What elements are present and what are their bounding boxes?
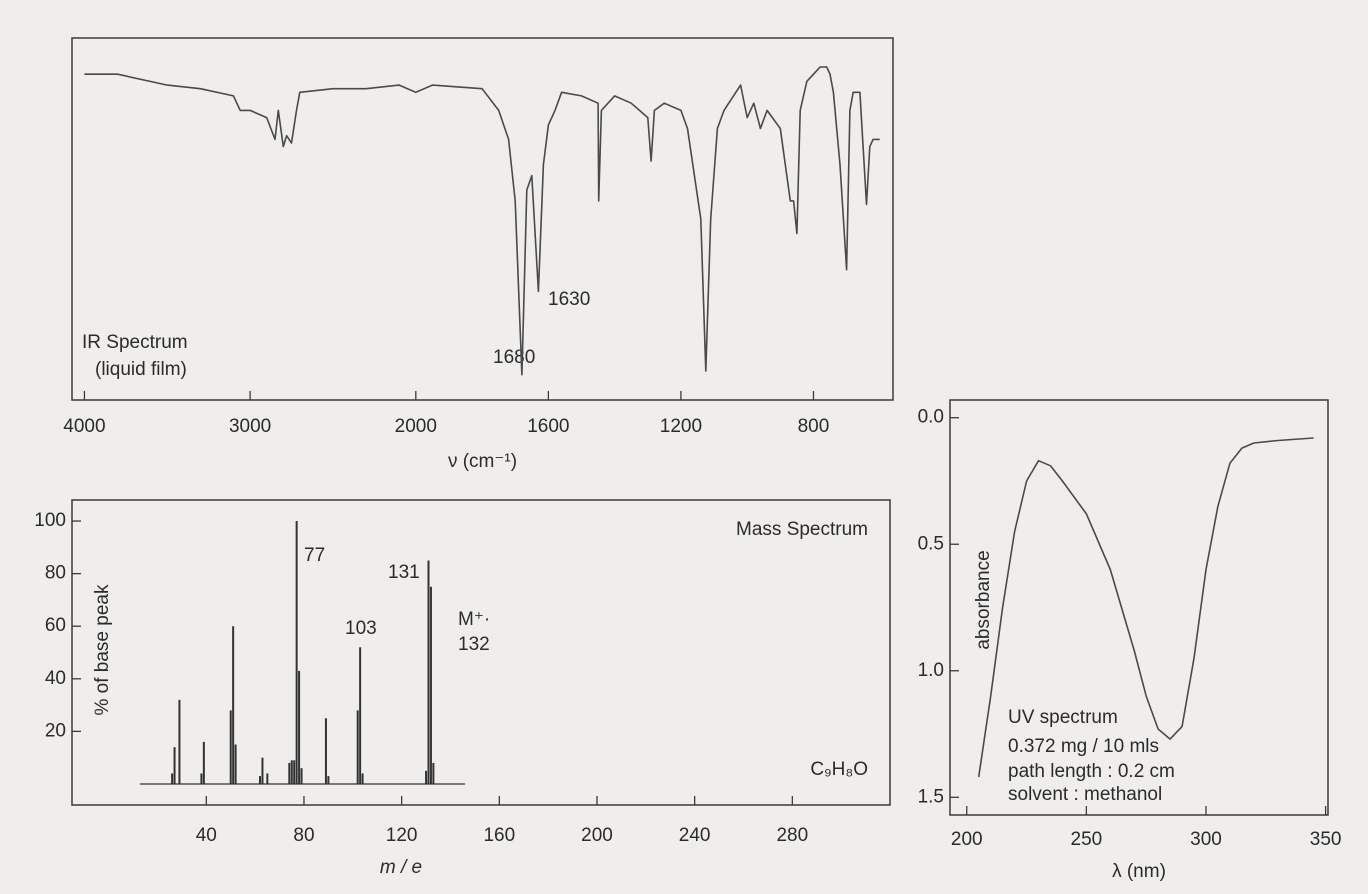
x-axis-label: ν (cm⁻¹) (448, 451, 517, 472)
plot-frame (949, 399, 1329, 816)
annotation: path length : 0.2 cm (1008, 761, 1175, 782)
y-axis-label: absorbance (973, 550, 994, 649)
x-tick-label: 80 (293, 825, 314, 846)
y-tick-label: 0.5 (918, 533, 944, 554)
y-axis-label: % of base peak (92, 584, 113, 715)
y-tick-label: 40 (45, 668, 66, 689)
plot-frame (71, 37, 894, 401)
y-tick-label: 1.5 (918, 786, 944, 807)
x-tick-label: 350 (1310, 829, 1342, 850)
x-tick-label: 250 (1071, 829, 1103, 850)
annotation: 131 (388, 562, 420, 583)
x-tick-label: 200 (951, 829, 983, 850)
chart-formula: C₉H₈O (810, 759, 868, 780)
x-tick-label: 4000 (63, 416, 105, 437)
annotation: M⁺· (458, 609, 490, 630)
x-tick-label: 2000 (395, 416, 437, 437)
x-tick-label: 160 (483, 825, 515, 846)
y-tick-label: 20 (45, 720, 66, 741)
y-tick-label: 80 (45, 563, 66, 584)
y-tick-label: 0.0 (918, 407, 944, 428)
y-tick-label: 1.0 (918, 660, 944, 681)
annotation: 77 (304, 545, 325, 566)
x-tick-label: 1200 (660, 416, 702, 437)
x-tick-label: 200 (581, 825, 613, 846)
x-axis-label: λ (nm) (1112, 861, 1166, 882)
annotation: 132 (458, 634, 490, 655)
spectrum-line (977, 437, 1314, 778)
annotation: solvent : methanol (1008, 784, 1162, 805)
annotation: 103 (345, 618, 377, 639)
x-tick-label: 800 (798, 416, 830, 437)
chart-subtitle: (liquid film) (95, 359, 187, 380)
annotation: 1630 (548, 289, 590, 310)
x-tick-label: 240 (679, 825, 711, 846)
spectrum-line (84, 66, 880, 376)
x-tick-label: 40 (196, 825, 217, 846)
y-tick-label: 60 (45, 615, 66, 636)
y-tick-label: 100 (34, 510, 66, 531)
x-tick-label: 280 (776, 825, 808, 846)
x-tick-label: 300 (1190, 829, 1222, 850)
x-tick-label: 1600 (527, 416, 569, 437)
annotation: 1680 (493, 347, 535, 368)
chart-title: IR Spectrum (82, 332, 188, 353)
annotation: 0.372 mg / 10 mls (1008, 736, 1159, 757)
chart-title: Mass Spectrum (736, 519, 868, 540)
x-axis-label: m / e (380, 857, 422, 878)
x-tick-label: 120 (386, 825, 418, 846)
x-tick-label: 3000 (229, 416, 271, 437)
annotation: UV spectrum (1008, 707, 1118, 728)
plot-frame (71, 499, 891, 806)
